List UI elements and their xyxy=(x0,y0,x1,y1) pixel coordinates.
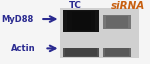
Bar xyxy=(67,11,95,31)
Text: MyD88: MyD88 xyxy=(1,15,34,24)
Bar xyxy=(106,16,128,28)
Bar xyxy=(72,12,91,30)
Bar xyxy=(63,48,99,57)
Bar xyxy=(103,48,131,57)
Text: TC: TC xyxy=(69,1,82,10)
Bar xyxy=(105,48,129,56)
Bar xyxy=(63,10,99,32)
Bar xyxy=(103,15,131,29)
Bar xyxy=(60,8,139,58)
Bar xyxy=(65,48,97,56)
Text: Actin: Actin xyxy=(11,44,36,53)
Text: siRNA: siRNA xyxy=(111,1,146,11)
